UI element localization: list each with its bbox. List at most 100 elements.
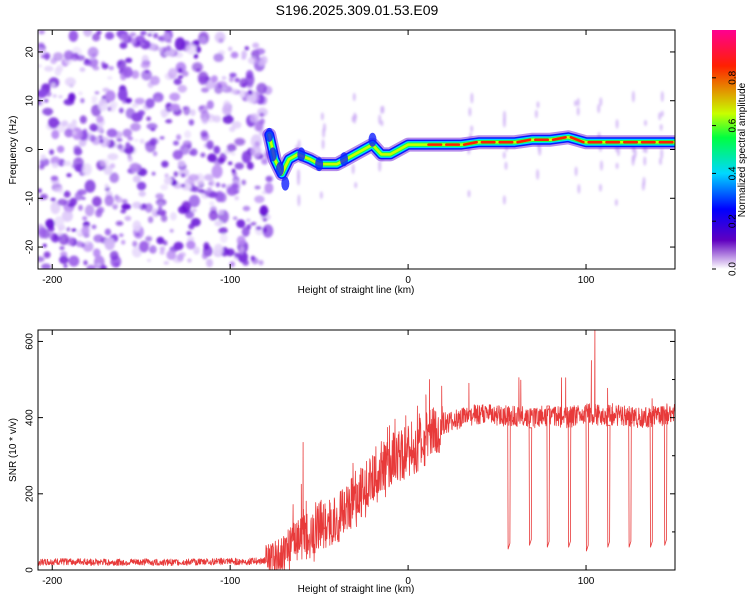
- noise-speckle: [124, 215, 132, 221]
- noise-speckle: [144, 69, 150, 74]
- noise-speckle: [50, 82, 56, 88]
- noise-speckle: [132, 220, 142, 232]
- noise-speckle: [239, 89, 246, 99]
- noise-speckle: [264, 182, 274, 194]
- noise-speckle: [78, 204, 83, 211]
- noise-speckle: [164, 173, 169, 179]
- noise-speckle: [185, 44, 197, 55]
- spectrogram-frequency-ridge: [262, 127, 675, 191]
- noise-speckle: [97, 135, 104, 139]
- noise-speckle: [179, 144, 190, 155]
- noise-speckle: [38, 42, 45, 48]
- noise-speckle: [96, 115, 104, 123]
- noise-speckle: [119, 33, 129, 43]
- noise-speckle: [201, 87, 209, 93]
- noise-speckle: [50, 197, 56, 202]
- noise-speckle: [165, 119, 173, 124]
- noise-speckle: [177, 84, 187, 93]
- x-tick-label: 0: [405, 576, 411, 587]
- noise-speckle: [110, 101, 118, 109]
- noise-speckle: [78, 91, 83, 96]
- noise-speckle: [173, 241, 184, 251]
- y-tick-label: 10: [25, 95, 36, 107]
- noise-speckle: [43, 85, 50, 89]
- noise-speckle: [152, 151, 158, 157]
- noise-speckle: [151, 171, 156, 176]
- noise-speckle: [163, 261, 169, 265]
- x-tick-label: -100: [220, 576, 240, 587]
- noise-speckle: [132, 240, 138, 248]
- noise-speckle: [200, 152, 206, 158]
- noise-speckle: [132, 175, 141, 183]
- noise-speckle: [259, 205, 269, 217]
- noise-speckle: [87, 58, 99, 68]
- noise-speckle: [109, 172, 119, 183]
- noise-speckle: [200, 130, 208, 138]
- noise-speckle: [195, 46, 202, 53]
- noise-speckle: [219, 152, 227, 163]
- snr-y-axis: 0 200 400 600: [25, 333, 675, 573]
- noise-speckle: [82, 216, 88, 221]
- noise-speckle: [228, 46, 233, 52]
- noise-speckle: [145, 140, 156, 153]
- noise-speckle: [83, 260, 88, 266]
- noise-speckle: [63, 50, 74, 61]
- noise-speckle: [119, 42, 128, 49]
- noise-speckle: [68, 30, 79, 42]
- noise-speckle: [172, 149, 183, 160]
- streak-speckle: [354, 181, 358, 189]
- noise-speckle: [174, 37, 186, 51]
- streak-speckle: [660, 148, 664, 160]
- noise-speckle: [241, 179, 247, 186]
- streak-speckle: [658, 112, 662, 121]
- noise-speckle: [134, 138, 139, 142]
- noise-speckle: [104, 228, 112, 236]
- noise-speckle: [129, 162, 141, 172]
- noise-speckle: [66, 173, 72, 178]
- noise-speckle: [146, 123, 158, 130]
- noise-speckle: [124, 97, 133, 104]
- noise-speckle: [56, 64, 64, 72]
- noise-speckle: [188, 194, 200, 208]
- noise-speckle: [138, 190, 146, 197]
- noise-speckle: [242, 205, 251, 212]
- noise-speckle: [191, 208, 197, 213]
- noise-speckle: [48, 117, 59, 129]
- noise-speckle: [252, 42, 260, 49]
- streak-speckle: [378, 160, 382, 172]
- noise-speckle: [139, 138, 145, 144]
- streak-speckle: [659, 157, 662, 166]
- noise-speckle: [91, 100, 97, 104]
- noise-speckle: [87, 46, 99, 58]
- noise-speckle: [226, 186, 238, 196]
- noise-speckle: [168, 68, 178, 80]
- streak-speckle: [597, 103, 601, 114]
- noise-speckle: [254, 185, 261, 190]
- noise-speckle: [52, 94, 57, 98]
- streak-speckle: [320, 112, 324, 121]
- noise-speckle: [262, 227, 267, 233]
- noise-speckle: [145, 236, 153, 242]
- noise-speckle: [249, 113, 259, 123]
- noise-speckle: [140, 41, 145, 46]
- noise-speckle: [251, 257, 259, 265]
- streak-speckle: [468, 107, 472, 117]
- y-tick-label: 400: [25, 409, 36, 426]
- noise-speckle: [204, 174, 214, 181]
- noise-speckle: [227, 161, 233, 166]
- noise-speckle: [244, 73, 255, 87]
- noise-speckle: [187, 258, 192, 263]
- noise-speckle: [193, 39, 200, 45]
- x-tick-label: -100: [220, 275, 240, 286]
- streak-speckle: [467, 189, 471, 198]
- noise-speckle: [116, 138, 123, 142]
- noise-speckle: [161, 110, 168, 118]
- noise-speckle: [242, 259, 249, 266]
- noise-speckle: [184, 130, 192, 139]
- noise-speckle: [130, 122, 141, 132]
- streak-speckle: [502, 151, 506, 159]
- noise-speckle: [186, 231, 192, 236]
- noise-speckle: [242, 155, 249, 162]
- noise-speckle: [214, 220, 223, 227]
- streak-speckle: [322, 127, 326, 138]
